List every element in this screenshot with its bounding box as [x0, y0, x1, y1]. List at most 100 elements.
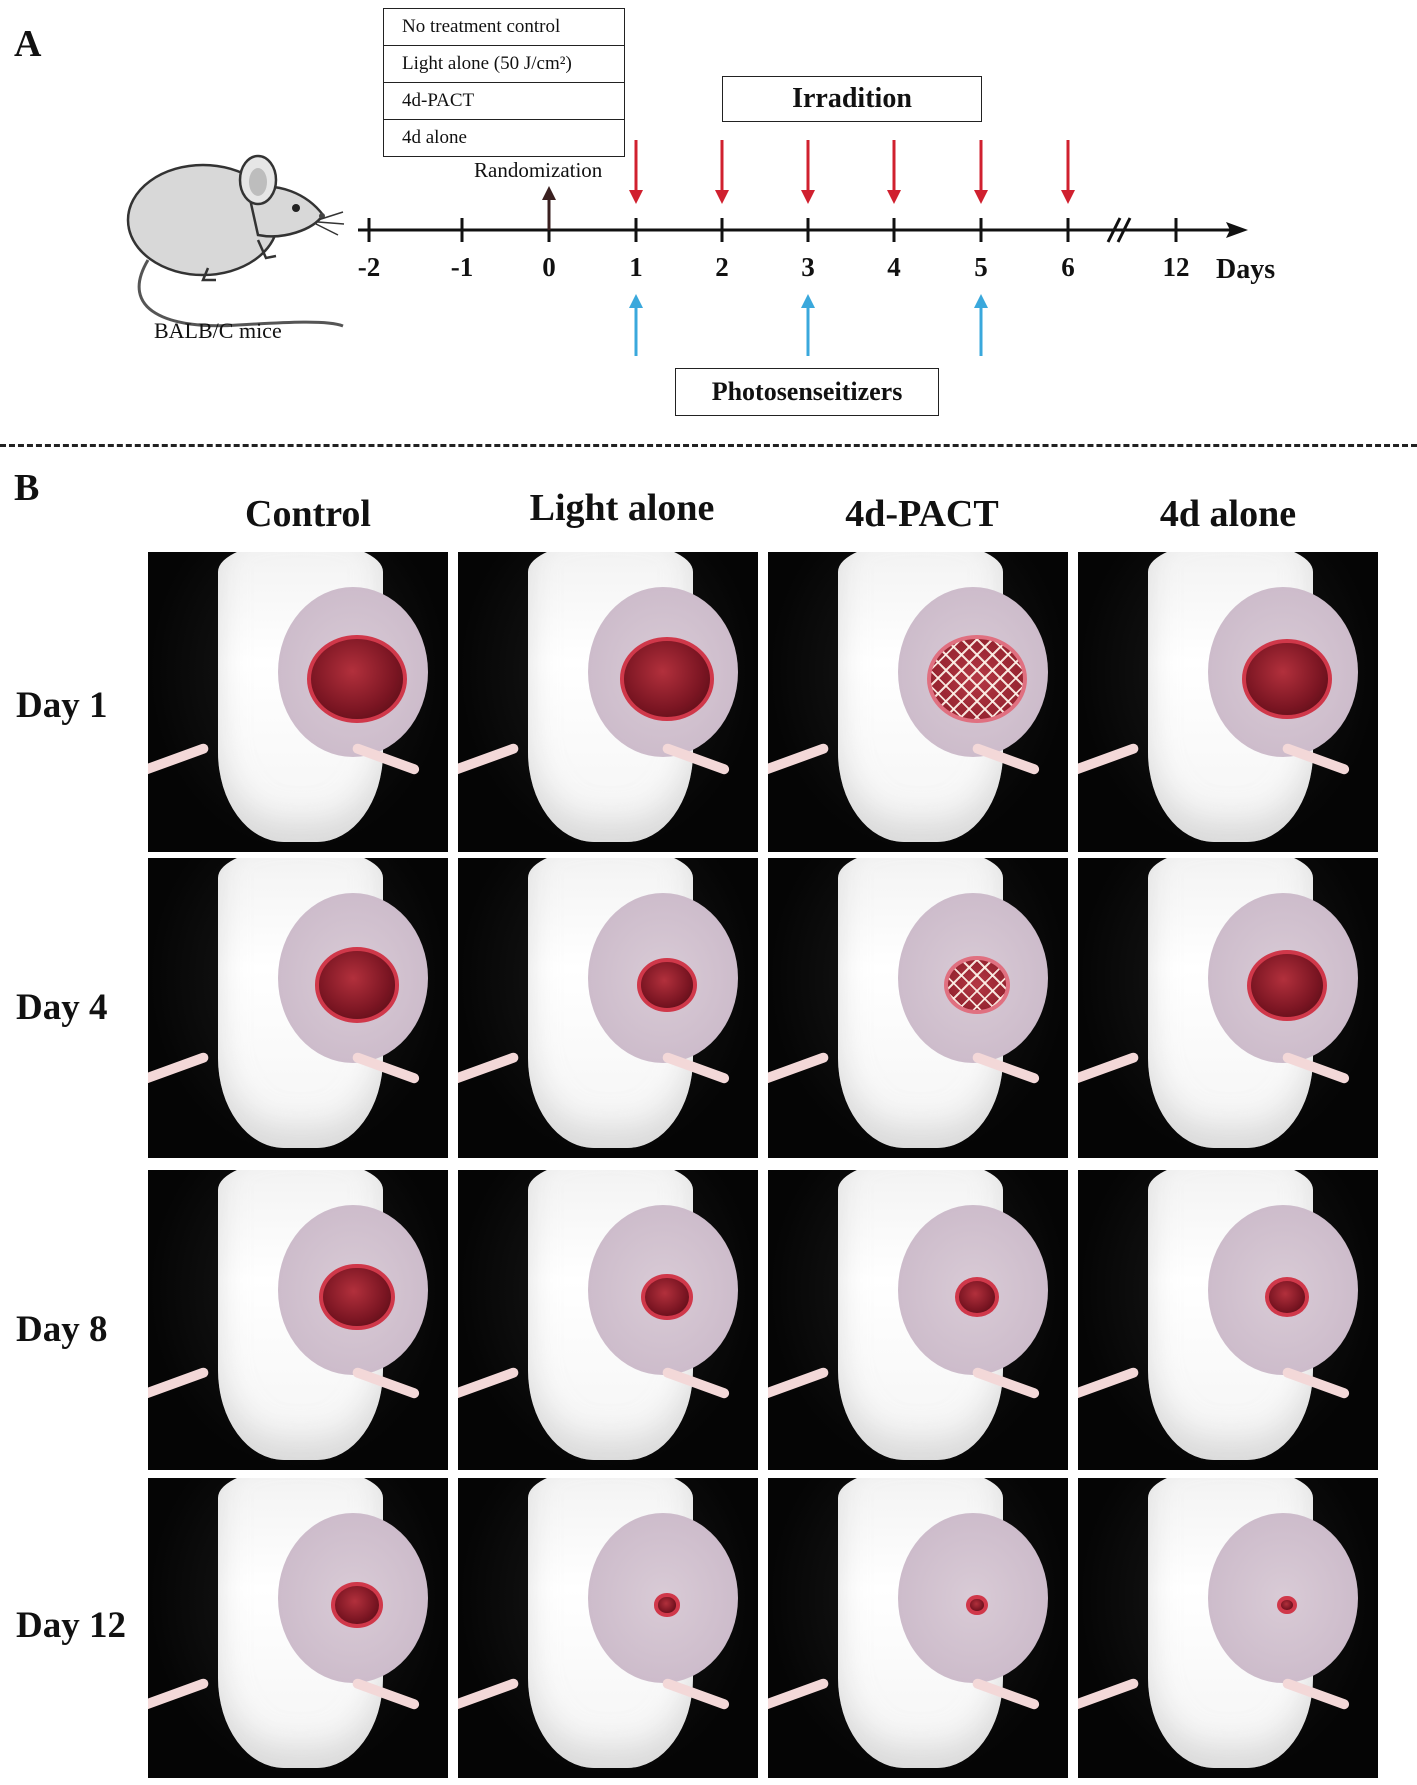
irradiation-arrow [801, 140, 815, 204]
group-item: Light alone (50 J/cm²) [384, 46, 624, 83]
shaved-skin [1208, 893, 1358, 1063]
mouse-paw [458, 1677, 520, 1711]
wound [307, 635, 407, 723]
wound [314, 947, 400, 1023]
wound [944, 955, 1010, 1015]
irradiation-arrow [887, 140, 901, 204]
wound-photo [148, 858, 448, 1158]
wound [654, 1593, 680, 1617]
group-item: No treatment control [384, 9, 624, 46]
mouse-back [528, 858, 738, 1148]
photosensitizer-label: Photosenseitizers [675, 368, 939, 416]
irradiation-arrow [1061, 140, 1075, 204]
shaved-skin [588, 1513, 738, 1683]
tick-label: 3 [801, 252, 815, 282]
wound-photo [1078, 858, 1378, 1158]
mouse-paw [148, 1677, 210, 1711]
row-header-day-1: Day 1 [16, 685, 108, 726]
shaved-skin [278, 587, 428, 757]
axis-unit-label: Days [1216, 254, 1276, 285]
mouse-back [838, 858, 1048, 1148]
panel-b-letter: B [14, 467, 40, 509]
shaved-skin [1208, 587, 1358, 757]
row-header-day-12: Day 12 [16, 1605, 126, 1646]
panel-divider [0, 444, 1417, 447]
tick-label: 5 [974, 252, 988, 282]
column-header-4d-alone: 4d alone [1159, 493, 1297, 535]
wound-photo [768, 552, 1068, 852]
mouse-paw [1078, 1677, 1140, 1711]
wound [331, 1582, 383, 1628]
row-header-day-8: Day 8 [16, 1309, 108, 1350]
mouse-back [218, 1170, 428, 1460]
mouse-paw [458, 1051, 520, 1085]
wound-photo [1078, 1170, 1378, 1470]
wound-photo [768, 1478, 1068, 1778]
shaved-skin [278, 1205, 428, 1375]
mouse-back [838, 1170, 1048, 1460]
mouse-paw [768, 1051, 830, 1085]
irradiation-arrow [629, 140, 643, 204]
wound-photo [458, 552, 758, 852]
column-header-4d-pact: 4d-PACT [845, 493, 999, 535]
shaved-skin [1208, 1513, 1358, 1683]
shaved-skin [898, 1513, 1048, 1683]
panel-a-letter: A [14, 23, 42, 65]
wound [636, 957, 698, 1013]
wound-photo [458, 1478, 758, 1778]
wound-photo [458, 1170, 758, 1470]
mouse-paw [148, 742, 210, 776]
shaved-skin [898, 893, 1048, 1063]
tick-label: 2 [715, 252, 729, 282]
randomization-arrow [542, 186, 556, 230]
mouse-paw [458, 742, 520, 776]
wound [319, 1263, 395, 1331]
row-header-day-4: Day 4 [16, 987, 108, 1028]
shaved-skin [1208, 1205, 1358, 1375]
tick-label: 4 [887, 252, 901, 282]
wound-photo [148, 1170, 448, 1470]
shaved-skin [278, 1513, 428, 1683]
shaved-skin [898, 1205, 1048, 1375]
irradiation-arrow [974, 140, 988, 204]
group-item: 4d alone [402, 127, 467, 148]
tick-label: 1 [629, 252, 643, 282]
mouse-back [528, 552, 738, 842]
wound [1247, 949, 1327, 1021]
mouse-paw [1078, 1051, 1140, 1085]
photosensitizer-arrow [801, 294, 815, 356]
mouse-paw [148, 1366, 210, 1400]
group-item: 4d-PACT [384, 83, 624, 120]
wound [1264, 1277, 1310, 1317]
shaved-skin [898, 587, 1048, 757]
shaved-skin [278, 893, 428, 1063]
mouse-paw [148, 1051, 210, 1085]
tick-label: 6 [1061, 252, 1075, 282]
mouse-back [1148, 1170, 1358, 1460]
mouse-back [838, 1478, 1048, 1768]
wound-photo [768, 1170, 1068, 1470]
mouse-back [528, 1170, 738, 1460]
randomization-label: Randomization [474, 158, 603, 182]
shaved-skin [588, 893, 738, 1063]
mouse-back [1148, 858, 1358, 1148]
mouse-paw [1078, 742, 1140, 776]
mouse-back [528, 1478, 738, 1768]
wound-photo [1078, 552, 1378, 852]
mouse-illustration [126, 154, 345, 328]
photosensitizer-arrow [629, 294, 643, 356]
wound [927, 635, 1027, 723]
irradiation-arrow [715, 140, 729, 204]
mouse-paw [458, 1366, 520, 1400]
tick-label: 12 [1162, 252, 1190, 282]
mouse-paw [768, 742, 830, 776]
mouse-paw [768, 1366, 830, 1400]
wound-photo [148, 552, 448, 852]
column-header-light-alone: Light alone [529, 487, 715, 529]
shaved-skin [588, 1205, 738, 1375]
wound [641, 1274, 693, 1320]
treatment-group-list: No treatment control Light alone (50 J/c… [383, 8, 625, 157]
wound-photo [148, 1478, 448, 1778]
irradiation-label: Irradition [722, 76, 982, 122]
wound-photo [1078, 1478, 1378, 1778]
